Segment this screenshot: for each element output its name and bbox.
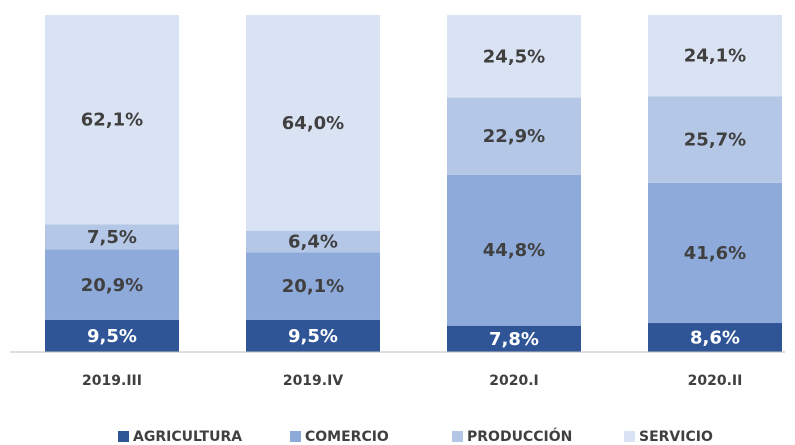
legend-label: PRODUCCIÓN	[467, 427, 572, 445]
legend-swatch	[452, 431, 463, 442]
value-label: 41,6%	[684, 243, 746, 264]
value-label: 24,1%	[684, 46, 746, 67]
legend-label: AGRICULTURA	[133, 429, 242, 445]
value-label: 64,0%	[282, 113, 344, 134]
bar-segment	[447, 15, 581, 98]
bar-segment	[246, 15, 380, 231]
bar-segment	[648, 323, 782, 352]
value-label: 20,1%	[282, 276, 344, 297]
legend-label: SERVICIO	[639, 429, 713, 445]
x-tick-label: 2019.III	[82, 373, 142, 389]
value-label: 7,5%	[87, 227, 137, 248]
x-tick-label: 2020.II	[688, 373, 743, 389]
x-tick-label: 2020.I	[489, 373, 539, 389]
value-label: 24,5%	[483, 46, 545, 67]
bar-segment	[648, 15, 782, 97]
bar-segment	[246, 252, 380, 320]
bar-segment	[45, 224, 179, 250]
value-label: 20,9%	[81, 275, 143, 296]
bar-segment	[447, 325, 581, 352]
value-label: 9,5%	[288, 326, 338, 347]
bar-segment	[45, 319, 179, 352]
bar-segment	[246, 319, 380, 352]
bar-segment	[45, 15, 179, 225]
value-label: 8,6%	[690, 328, 740, 349]
bar-segment	[648, 182, 782, 324]
legend-label: COMERCIO	[305, 429, 389, 445]
legend-swatch	[290, 431, 301, 442]
value-label: 44,8%	[483, 240, 545, 261]
value-label: 9,5%	[87, 326, 137, 347]
bar-segment	[447, 174, 581, 326]
value-label: 25,7%	[684, 130, 746, 151]
bar-segment	[648, 96, 782, 183]
bar-segment	[447, 97, 581, 175]
value-label: 7,8%	[489, 329, 539, 350]
value-label: 62,1%	[81, 110, 143, 131]
value-label: 6,4%	[288, 231, 338, 252]
bar-segment	[246, 230, 380, 253]
value-label: 22,9%	[483, 126, 545, 147]
legend-swatch	[118, 431, 129, 442]
bar-segment	[45, 249, 179, 320]
x-tick-label: 2019.IV	[283, 373, 343, 389]
legend-swatch	[624, 431, 635, 442]
